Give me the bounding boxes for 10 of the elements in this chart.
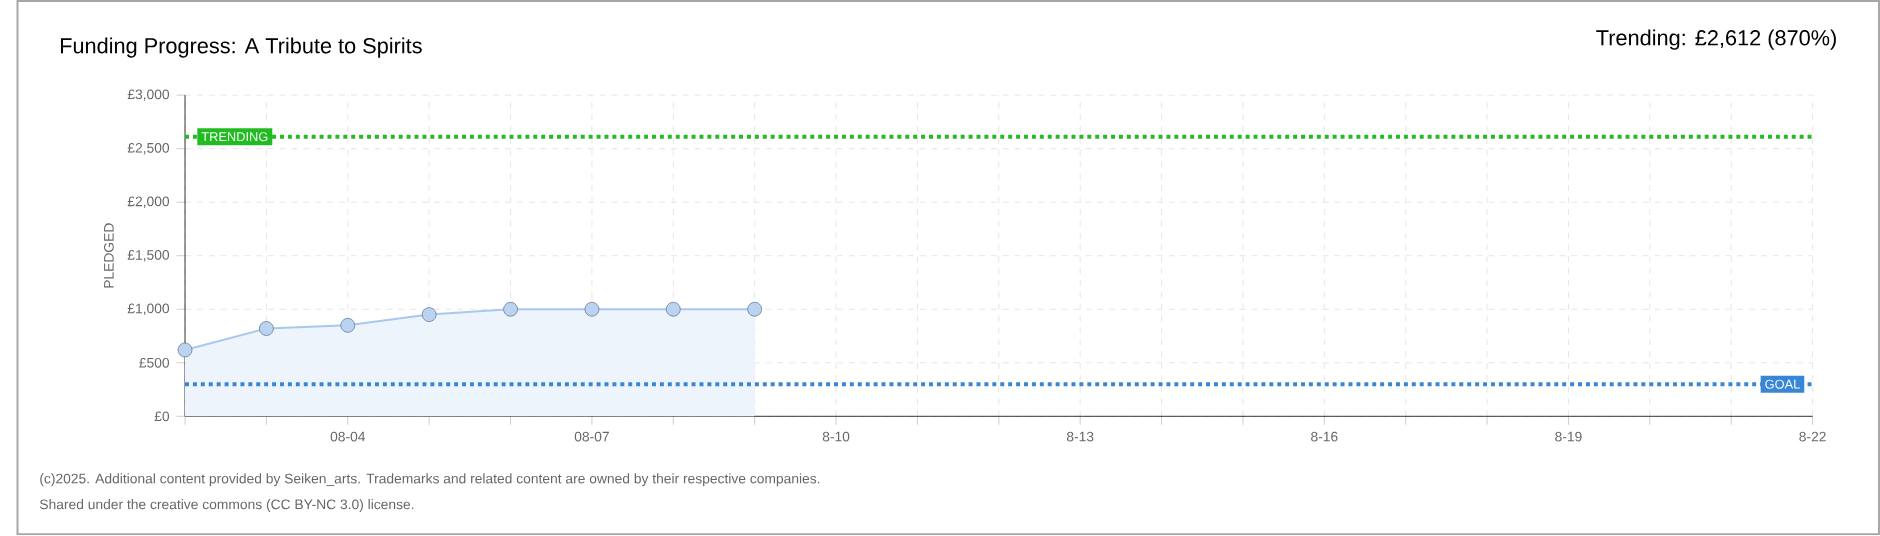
point (747, 302, 763, 317)
point (259, 321, 274, 337)
point (503, 302, 518, 317)
point (340, 318, 356, 334)
point (177, 342, 193, 358)
point (421, 307, 437, 323)
chart-title: Funding Progress: A Tribute to Spirits (60, 37, 422, 59)
chart-subtitle: Trending: £2,612 (870%) (1596, 29, 1836, 51)
point (665, 302, 681, 317)
point (584, 302, 600, 317)
